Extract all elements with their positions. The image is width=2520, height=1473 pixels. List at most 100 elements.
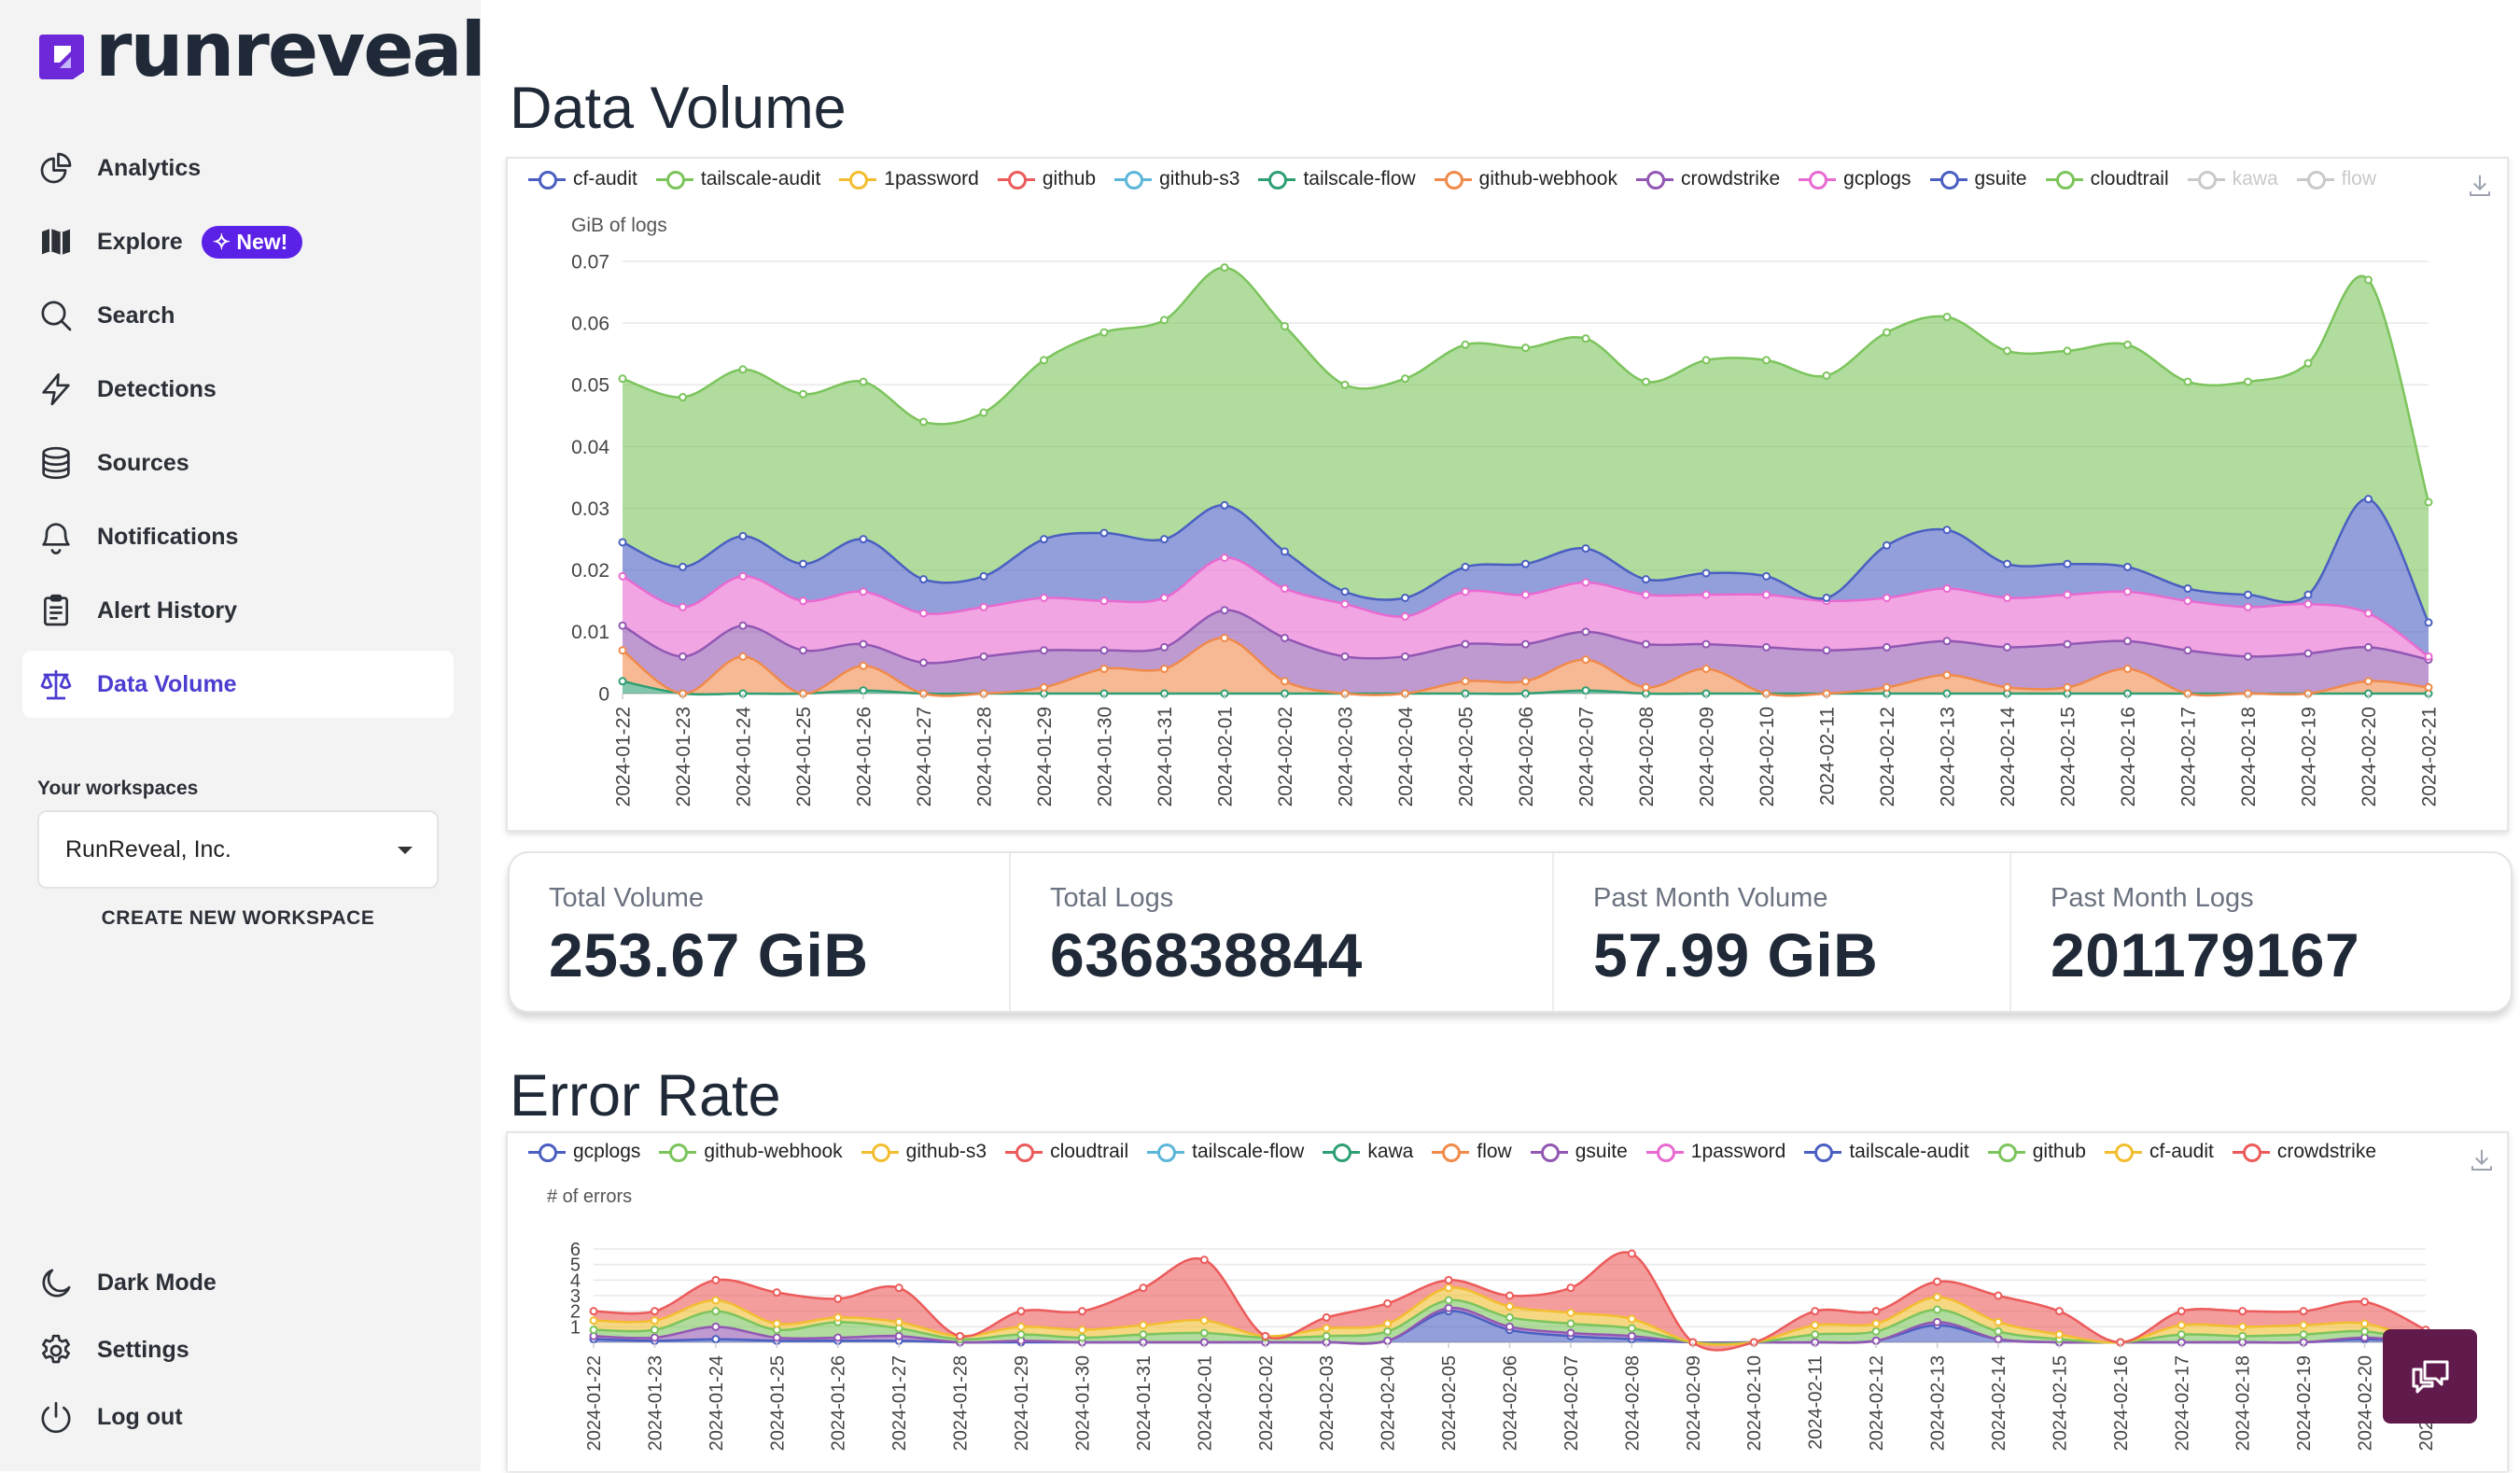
x-tick-label: 2024-01-30	[1094, 707, 1115, 807]
sidebar-item-detections[interactable]: Detections	[22, 356, 454, 423]
legend-label: github-webhook	[704, 1141, 843, 1162]
stat-value: 636838844	[1050, 920, 1363, 989]
point-cloudtrail	[738, 365, 748, 374]
legend-item[interactable]: cloudtrail	[1005, 1141, 1128, 1163]
create-workspace-button[interactable]: CREATE NEW WORKSPACE	[101, 907, 375, 929]
sidebar-item-analytics[interactable]: Analytics	[22, 134, 454, 202]
point-gsuite	[2364, 495, 2373, 504]
logo[interactable]: runreveal	[35, 13, 486, 88]
point-crowdstrike	[859, 639, 868, 649]
legend-item[interactable]: tailscale-audit	[1804, 1141, 1969, 1163]
legend-item[interactable]: github	[1987, 1141, 2086, 1163]
legend-symbol-icon	[528, 170, 566, 189]
point-gsuite	[919, 575, 928, 584]
point-gsuite	[2063, 559, 2072, 568]
point-cloudtrail	[1933, 1277, 1942, 1286]
workspace-select[interactable]: RunReveal, Inc.	[37, 810, 439, 889]
point-cloudtrail	[956, 1331, 965, 1340]
x-tick-label: 2024-02-04	[1379, 1355, 1399, 1451]
point-github-s3	[650, 1316, 659, 1326]
sidebar-item-explore[interactable]: Explore ✧ New!	[22, 208, 454, 275]
sidebar-item-alert-history[interactable]: Alert History	[22, 577, 454, 644]
point-github-s3	[1566, 1308, 1575, 1317]
legend-item[interactable]: kawa	[2187, 168, 2278, 190]
sidebar-item-data-volume[interactable]: Data Volume	[22, 651, 454, 718]
legend-symbol-icon	[1258, 170, 1296, 189]
legend-item[interactable]: kawa	[1323, 1141, 1413, 1163]
legend-item[interactable]: gcplogs	[528, 1141, 640, 1163]
point-github-webhook	[1942, 670, 1952, 680]
chart-pie-icon	[40, 152, 72, 184]
legend-item[interactable]: crowdstrike	[1635, 168, 1780, 190]
y-tick-label: 1	[570, 1317, 581, 1338]
stat-label: Total Volume	[549, 883, 705, 913]
sidebar-item-label: Settings	[97, 1337, 189, 1363]
legend-item[interactable]: gcplogs	[1799, 168, 1911, 190]
legend-item[interactable]: github-webhook	[659, 1141, 843, 1163]
legend-label: cf-audit	[573, 168, 637, 189]
sidebar-item-notifications[interactable]: Notifications	[22, 503, 454, 570]
point-cloudtrail	[979, 408, 988, 417]
point-tailscale-flow	[859, 686, 868, 695]
legend-item[interactable]: cf-audit	[2104, 1141, 2214, 1163]
download-icon[interactable]	[2468, 1146, 2496, 1174]
legend-label: flow	[2341, 168, 2377, 189]
sidebar-item-search[interactable]: Search	[22, 282, 454, 349]
legend-item[interactable]: github-s3	[1114, 168, 1239, 190]
point-gsuite	[1883, 540, 1891, 550]
point-gsuite	[1461, 562, 1470, 571]
legend-symbol-icon	[997, 170, 1035, 189]
point-gsuite	[1994, 1335, 2003, 1344]
legend-item[interactable]: github-s3	[861, 1141, 987, 1163]
legend-label: kawa	[2232, 168, 2278, 189]
legend-item[interactable]: crowdstrike	[2232, 1141, 2376, 1163]
sidebar-item-sources[interactable]: Sources	[22, 429, 454, 497]
point-cloudtrail	[894, 1284, 903, 1293]
legend-symbol-icon	[1432, 1143, 1470, 1162]
stat-total-logs: Total Logs 636838844	[1009, 853, 1552, 1011]
download-icon[interactable]	[2466, 172, 2494, 200]
point-gcplogs	[1642, 590, 1650, 599]
point-gsuite	[1340, 587, 1350, 596]
legend-symbol-icon	[659, 1143, 697, 1162]
logout-button[interactable]: Log out	[22, 1387, 454, 1448]
point-crowdstrike	[2183, 646, 2192, 655]
y-tick-label: 0.04	[571, 437, 609, 458]
legend-item[interactable]: 1password	[839, 168, 979, 190]
chat-support-button[interactable]	[2383, 1329, 2477, 1424]
power-icon	[41, 1401, 71, 1433]
x-tick-label: 2024-02-07	[1561, 1355, 1582, 1451]
point-gcplogs	[1099, 596, 1109, 606]
legend-item[interactable]: 1password	[1645, 1141, 1785, 1163]
point-github-s3	[2177, 1321, 2186, 1330]
area-cloudtrail	[623, 267, 2429, 623]
point-github-webhook	[1701, 665, 1711, 674]
legend-item[interactable]: cloudtrail	[2045, 168, 2169, 190]
point-github-webhook	[2177, 1330, 2186, 1340]
point-gsuite	[833, 1333, 843, 1342]
point-gcplogs	[2063, 590, 2072, 599]
legend-item[interactable]: flow	[1432, 1141, 1512, 1163]
legend-item[interactable]: cf-audit	[528, 168, 637, 190]
point-crowdstrike	[1099, 646, 1109, 655]
sidebar-item-settings[interactable]: Settings	[22, 1320, 454, 1381]
legend-item[interactable]: flow	[2296, 168, 2377, 190]
legend-item[interactable]: tailscale-audit	[655, 168, 820, 190]
legend-symbol-icon	[1114, 170, 1153, 189]
legend-item[interactable]: github-webhook	[1434, 168, 1617, 190]
x-tick-label: 2024-02-19	[2298, 707, 2319, 807]
point-cloudtrail	[1281, 321, 1289, 330]
legend-item[interactable]: gsuite	[1530, 1141, 1628, 1163]
x-tick-label: 2024-02-20	[2356, 1355, 2376, 1451]
legend-item[interactable]: gsuite	[1929, 168, 2027, 190]
x-tick-label: 2024-02-04	[1395, 707, 1417, 807]
legend-item[interactable]: tailscale-flow	[1258, 168, 1416, 190]
legend-label: gcplogs	[1843, 168, 1911, 189]
y-tick-label: 0.01	[571, 622, 609, 643]
point-github-webhook	[1883, 682, 1891, 692]
x-tick-label: 2024-02-14	[1989, 1355, 2009, 1451]
legend-item[interactable]: tailscale-flow	[1147, 1141, 1304, 1163]
legend-item[interactable]: github	[997, 168, 1096, 190]
dark-mode-toggle[interactable]: Dark Mode	[22, 1253, 454, 1313]
y-tick-label: 6	[570, 1240, 581, 1260]
